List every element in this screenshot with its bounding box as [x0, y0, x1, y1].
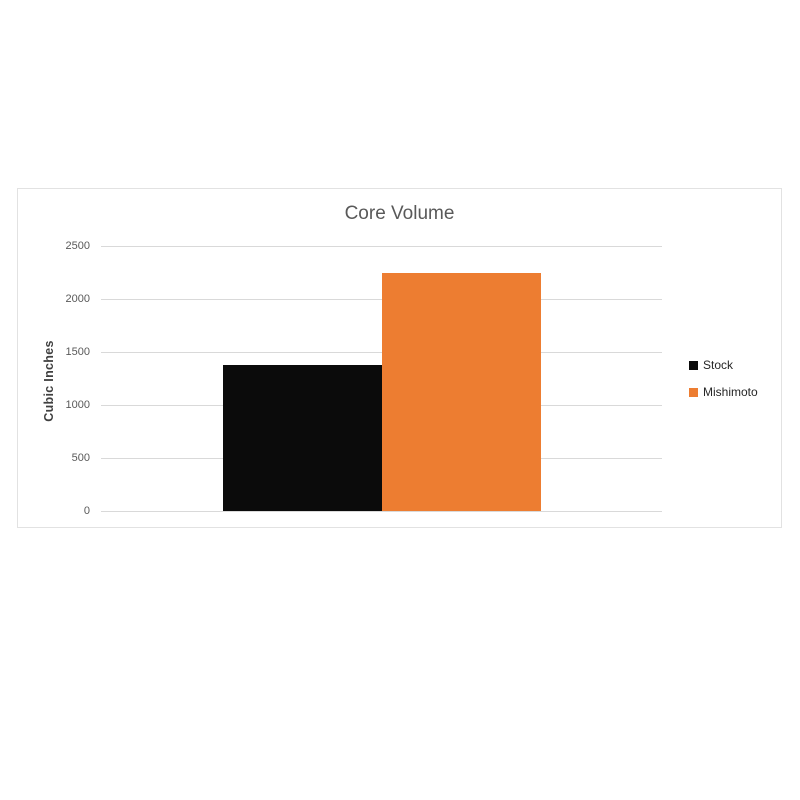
y-tick-label: 2500: [65, 240, 90, 252]
bar-mishimoto: [381, 272, 541, 511]
y-tick-label: 500: [71, 452, 90, 464]
gridline: [101, 246, 662, 247]
gridline: [101, 511, 662, 512]
plot-area: [101, 246, 662, 512]
chart-panel: Core Volume Cubic Inches Stock Mishimoto…: [17, 188, 782, 528]
y-tick-label: 2000: [65, 293, 90, 305]
y-tick-label: 1000: [65, 399, 90, 411]
legend-label-stock: Stock: [703, 358, 734, 372]
bar-stock: [222, 364, 382, 511]
chart-title: Core Volume: [344, 203, 455, 224]
legend-marker-mishimoto-icon: [689, 388, 698, 397]
legend-label-mishimoto: Mishimoto: [703, 385, 758, 399]
legend: Stock Mishimoto: [689, 359, 758, 399]
y-tick-label: 0: [83, 505, 90, 517]
legend-item-stock: Stock: [689, 359, 758, 372]
legend-item-mishimoto: Mishimoto: [689, 386, 758, 399]
y-tick-label: 1500: [65, 346, 90, 358]
legend-marker-stock-icon: [689, 361, 698, 370]
